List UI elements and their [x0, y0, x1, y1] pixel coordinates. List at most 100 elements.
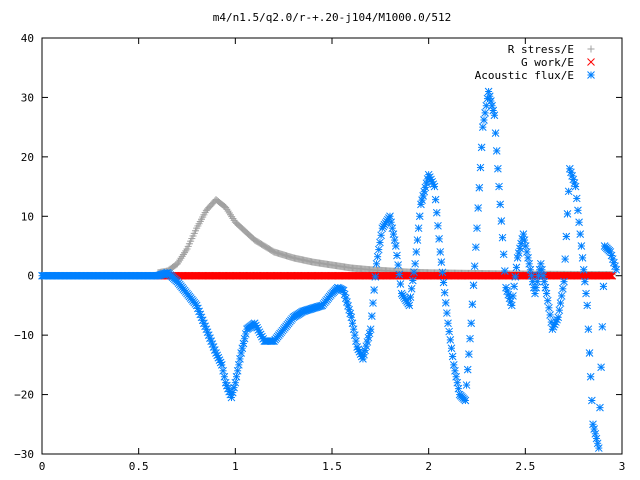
data-point [228, 388, 237, 397]
data-point [431, 195, 440, 204]
data-point [546, 311, 554, 319]
x-tick-label: 3 [619, 460, 626, 473]
series-1 [154, 271, 617, 280]
data-point [369, 299, 377, 307]
data-point [439, 278, 448, 287]
data-point [589, 420, 597, 429]
legend-marker [587, 58, 595, 66]
data-point [520, 236, 529, 244]
data-point [564, 187, 573, 196]
data-point [437, 258, 446, 266]
data-point [463, 365, 472, 374]
data-point [406, 293, 415, 301]
data-point [350, 331, 359, 339]
data-point [582, 289, 590, 298]
data-point [538, 265, 546, 274]
data-point [558, 284, 567, 293]
x-tick-label: 1 [232, 460, 239, 473]
data-point [396, 280, 405, 288]
data-point [473, 224, 481, 233]
x-tick-label: 2 [425, 460, 432, 473]
y-tick-label: 10 [21, 210, 34, 223]
data-point [543, 296, 552, 305]
data-point [490, 111, 499, 120]
data-point [599, 282, 608, 291]
data-point [476, 163, 485, 172]
data-point [562, 232, 571, 241]
data-point [575, 218, 583, 227]
data-point [572, 194, 581, 203]
data-point [390, 236, 399, 244]
data-point [592, 434, 601, 443]
series-layer [38, 87, 621, 452]
data-point [367, 312, 376, 320]
data-point [531, 289, 539, 298]
data-point [597, 363, 605, 372]
data-point [509, 292, 517, 300]
data-point [389, 230, 398, 238]
data-point [386, 212, 394, 221]
data-point [465, 350, 473, 359]
data-point [584, 325, 593, 334]
data-point [498, 233, 507, 242]
data-point [581, 277, 589, 286]
data-point [446, 336, 455, 344]
data-point [373, 252, 382, 261]
data-point [395, 270, 404, 279]
data-point [436, 248, 445, 256]
data-point [555, 306, 564, 315]
data-point [507, 301, 516, 310]
data-point [585, 349, 594, 357]
data-point [563, 210, 572, 218]
data-point [594, 444, 603, 452]
data-point [447, 344, 456, 353]
legend-marker [587, 71, 595, 79]
data-point [432, 208, 441, 217]
y-tick-label: −10 [14, 329, 34, 342]
legend-label: R stress/E [508, 43, 574, 56]
data-point [234, 361, 243, 369]
data-point [394, 261, 402, 269]
data-point [561, 255, 570, 263]
data-point [239, 339, 248, 348]
data-point [541, 283, 550, 292]
data-point [441, 299, 450, 307]
data-point [489, 106, 498, 115]
data-point [438, 268, 447, 277]
data-point [556, 299, 565, 307]
chart-title: m4/n1.5/q2.0/r-+.20-j104/M1000.0/512 [213, 11, 451, 24]
data-point [454, 384, 463, 393]
data-point [227, 393, 236, 402]
data-point [374, 245, 383, 254]
data-point [448, 352, 457, 361]
data-point [466, 334, 474, 343]
data-point [391, 242, 400, 250]
data-point [236, 355, 244, 363]
data-point [495, 182, 503, 191]
data-point [576, 230, 585, 238]
data-point [497, 217, 506, 225]
data-point [596, 403, 604, 412]
data-point [470, 262, 479, 271]
data-point [405, 301, 414, 310]
data-point [434, 221, 442, 230]
data-point [527, 271, 536, 280]
plot-frame [41, 37, 623, 455]
data-point [461, 396, 470, 405]
data-point [598, 322, 607, 331]
data-point [591, 429, 600, 438]
y-axis: −30 −20 −10 0 10 20 30 40 [14, 32, 622, 461]
data-point [462, 381, 471, 389]
y-tick-label: −30 [14, 448, 34, 461]
data-point [577, 242, 586, 250]
data-point [408, 276, 417, 285]
data-point [444, 319, 452, 328]
data-point [370, 286, 379, 294]
x-axis: 0 0.5 1 1.5 2 2.5 3 [39, 38, 626, 473]
data-point [474, 204, 483, 212]
series-2 [38, 87, 621, 452]
data-point [220, 372, 229, 381]
legend-label: G work/E [521, 56, 574, 69]
data-point [232, 372, 241, 381]
